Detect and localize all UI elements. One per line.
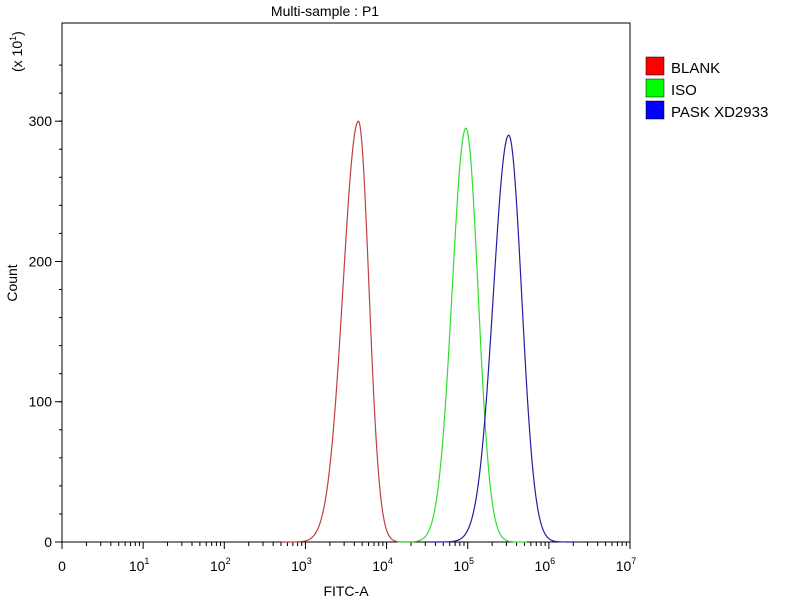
y-multiplier-label: (x 101) — [8, 31, 25, 72]
legend-label: PASK XD2933 — [671, 104, 768, 121]
legend-label: BLANK — [671, 60, 720, 77]
x-axis-ticks: 0 101 102 103 104 105 106 107 — [58, 542, 636, 574]
x-tick-label: 0 — [58, 558, 66, 574]
x-tick-label: 104 — [372, 556, 393, 574]
legend-swatch — [645, 100, 665, 120]
series-line-blank — [281, 120, 412, 543]
x-tick-label: 105 — [453, 556, 474, 574]
chart-title: Multi-sample : P1 — [271, 3, 379, 19]
x-tick-label: 102 — [210, 556, 231, 574]
histogram-series — [281, 120, 574, 543]
y-axis-ticks: 0 100 200 300 — [29, 64, 62, 550]
y-tick-label: 0 — [44, 534, 52, 550]
svg-text:(x 101): (x 101) — [8, 31, 25, 72]
y-tick-label: 300 — [29, 113, 53, 129]
x-axis-label: FITC-A — [323, 583, 369, 599]
y-tick-label: 200 — [29, 253, 53, 269]
legend: BLANK ISO PASK XD2933 — [645, 56, 768, 121]
x-tick-label: 103 — [291, 556, 312, 574]
series-line-iso — [396, 127, 527, 543]
legend-swatch — [645, 56, 665, 76]
plot-frame — [61, 22, 631, 543]
legend-swatch — [645, 78, 665, 98]
x-tick-label: 107 — [616, 556, 637, 574]
series-line-pask-xd2933 — [431, 134, 574, 543]
y-axis-label: Count — [4, 264, 20, 301]
legend-label: ISO — [671, 82, 697, 99]
x-tick-label: 106 — [535, 556, 556, 574]
y-tick-label: 100 — [29, 394, 53, 410]
x-tick-label: 101 — [129, 556, 150, 574]
